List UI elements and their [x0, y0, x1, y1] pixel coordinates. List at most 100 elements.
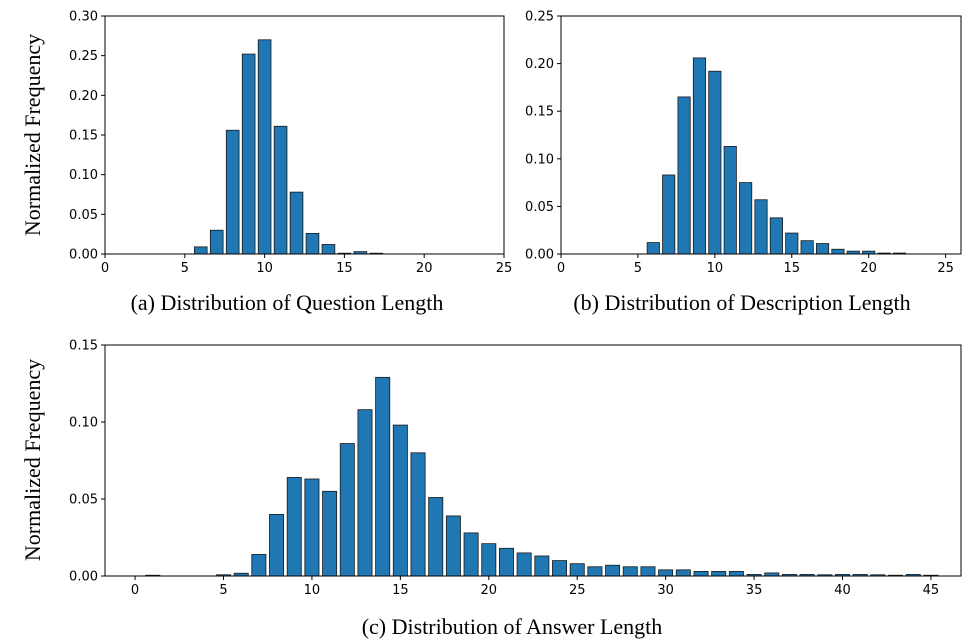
answer-x-tick-label: 10 — [304, 583, 321, 598]
answer-bar-16 — [410, 452, 426, 577]
answer-bar-18 — [445, 515, 461, 577]
question-y-tick-label: 0.00 — [69, 248, 98, 263]
answer-bar-21 — [498, 547, 514, 577]
question-x-tick-label: 10 — [256, 261, 273, 276]
question-bar-10 — [257, 39, 272, 255]
description-bars — [646, 57, 907, 255]
question-y-tick-label: 0.05 — [69, 208, 98, 223]
answer-bar-14 — [375, 376, 391, 577]
answer-x-tick-label: 25 — [569, 583, 586, 598]
description-bar-8 — [677, 96, 691, 255]
question-y-tick-label: 0.30 — [69, 10, 98, 25]
description-bar-6 — [646, 242, 660, 255]
panel-answer-length: 0 5 10 15 20 25 30 35 40 45 0.00 0.05 0.10 0.15 Norm… — [20, 339, 962, 639]
answer-x-tick-label: 5 — [219, 583, 227, 598]
question-bar-13 — [305, 232, 320, 255]
description-y-tick-label: 0.20 — [525, 57, 554, 72]
question-bar-6 — [193, 246, 208, 255]
answer-x-tick-label: 45 — [923, 583, 940, 598]
answer-bar-27 — [605, 564, 621, 577]
question-bar-14 — [321, 244, 336, 255]
answer-bar-17 — [428, 497, 444, 577]
description-y-tick-label: 0.05 — [525, 200, 554, 215]
description-bar-13 — [754, 199, 768, 255]
description-bar-18 — [831, 248, 845, 255]
question-plot-frame — [104, 15, 505, 255]
description-y-tick-label: 0.00 — [525, 248, 554, 263]
question-x-tick-label: 25 — [496, 261, 513, 276]
description-bar-10 — [708, 70, 722, 255]
answer-x-tick-label: 40 — [834, 583, 851, 598]
question-y-tick-label: 0.15 — [69, 129, 98, 144]
description-y-tick-label: 0.15 — [525, 105, 554, 120]
answer-bar-32 — [693, 570, 709, 577]
description-x-tick-label: 10 — [707, 261, 724, 276]
panel-question-length: 0 5 10 15 20 25 0.000.050.100.150.200.250.30 … — [20, 10, 512, 316]
description-bar-14 — [769, 217, 783, 255]
question-y-axis-label: Normalized Frequency — [20, 34, 45, 236]
answer-bar-22 — [516, 552, 532, 577]
question-y-tick-label: 0.25 — [69, 49, 98, 64]
description-bar-12 — [739, 182, 753, 255]
description-bar-9 — [692, 57, 707, 255]
answer-y-ticks: 0.00 0.05 0.10 0.15 — [69, 339, 105, 585]
question-caption: (a) Distribution of Question Length — [131, 290, 444, 315]
answer-bar-25 — [569, 563, 585, 577]
description-bar-11 — [723, 146, 737, 255]
answer-bar-30 — [658, 569, 674, 577]
answer-bar-34 — [728, 570, 744, 577]
question-bar-11 — [273, 125, 288, 255]
answer-bar-24 — [552, 560, 568, 577]
answer-bar-13 — [357, 409, 373, 577]
answer-y-tick-label: 0.10 — [69, 416, 98, 431]
answer-bar-20 — [481, 543, 497, 577]
description-y-tick-label: 0.10 — [525, 152, 554, 167]
answer-bar-10 — [304, 478, 320, 577]
question-bars — [193, 39, 384, 255]
description-y-ticks: 0.00 0.05 0.10 0.15 0.20 0.25 — [525, 10, 561, 263]
answer-bar-28 — [622, 566, 638, 577]
description-bar-7 — [662, 174, 676, 255]
question-x-ticks: 0 5 10 15 20 25 — [101, 254, 512, 276]
answer-y-axis-label: Normalized Frequency — [20, 359, 45, 561]
answer-bar-7 — [251, 554, 267, 577]
answer-bar-26 — [587, 566, 603, 577]
description-x-tick-label: 5 — [634, 261, 642, 276]
answer-x-ticks: 0 5 10 15 20 25 30 35 40 45 — [131, 576, 939, 598]
answer-caption: (c) Distribution of Answer Length — [362, 614, 663, 639]
answer-x-tick-label: 0 — [131, 583, 139, 598]
answer-bars — [145, 376, 939, 577]
description-y-tick-label: 0.25 — [525, 10, 554, 25]
answer-y-tick-label: 0.15 — [69, 339, 98, 354]
question-y-tick-label: 0.10 — [69, 168, 98, 183]
description-bar-16 — [800, 240, 814, 255]
question-bar-12 — [289, 191, 304, 255]
answer-x-tick-label: 30 — [657, 583, 674, 598]
description-caption: (b) Distribution of Description Length — [573, 290, 910, 315]
answer-bar-29 — [640, 566, 656, 577]
answer-bar-9 — [286, 477, 302, 577]
question-x-tick-label: 5 — [181, 261, 189, 276]
description-x-tick-label: 15 — [783, 261, 800, 276]
answer-bar-8 — [269, 514, 285, 577]
question-x-tick-label: 0 — [101, 261, 109, 276]
question-y-ticks: 0.00 0.05 0.10 0.15 0.20 0.25 0.30 — [69, 10, 105, 263]
question-x-tick-label: 20 — [416, 261, 433, 276]
panel-description-length: 0 5 10 15 20 25 0.00 0.05 0.10 0.15 0.20 0.25 (b) … — [525, 10, 962, 315]
answer-y-tick-label: 0.05 — [69, 493, 98, 508]
question-bar-7 — [209, 229, 224, 255]
answer-bar-33 — [711, 570, 727, 577]
description-plot-frame — [560, 15, 962, 255]
description-x-tick-label: 25 — [937, 261, 954, 276]
question-x-tick-label: 15 — [336, 261, 353, 276]
answer-x-tick-label: 20 — [481, 583, 498, 598]
answer-bar-11 — [322, 490, 338, 577]
answer-y-tick-label: 0.00 — [69, 570, 98, 585]
answer-bar-15 — [392, 424, 408, 577]
answer-bar-19 — [463, 532, 479, 577]
answer-plot-frame — [104, 344, 962, 577]
question-y-tick-label: 0.20 — [69, 89, 98, 104]
answer-bar-31 — [675, 569, 691, 577]
question-bar-9 — [241, 53, 256, 255]
